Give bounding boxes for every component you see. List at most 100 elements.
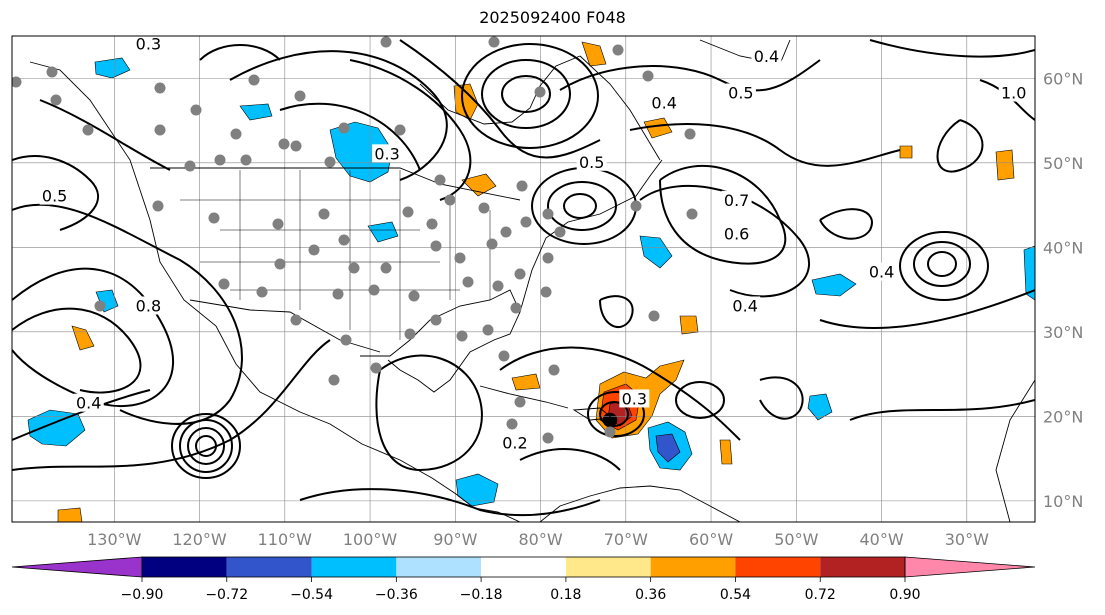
negative-anomaly-region [811,273,857,297]
positive-anomaly-region [719,439,733,465]
contour-label-background [372,144,403,163]
latitude-tick-label: 30°N [1043,323,1083,342]
us-canada-border [150,167,521,201]
hispaniola-coast [572,407,614,421]
contour-line [12,339,331,471]
contour-low-east-atlantic [899,231,989,301]
contour-label: 0.2 [502,433,527,452]
contour-low-nova-scotia [563,193,597,219]
colorbar-swatch [142,557,227,577]
latitude-tick-label: 20°N [1043,407,1083,426]
contour-label-background [725,83,756,102]
negative-anomaly-region [239,103,273,121]
strong-negative-anomaly-region [655,433,681,463]
positive-anomaly-region [995,149,1015,181]
contour-low-east-pacific [187,427,225,465]
contour-label: 0.4 [732,296,757,315]
contour-line [659,164,787,265]
longitude-tick-label: 110°W [258,530,313,549]
positive-anomaly-region [899,145,913,159]
contour-line [629,123,901,167]
contour-line [499,346,741,441]
contour-low-north-atlantic [461,43,599,149]
contour-label-background [751,47,782,66]
contour-line [12,155,100,231]
colorbar-swatch [735,557,821,577]
positive-anomaly-region [511,373,541,391]
colorbar-tick-label: 0.54 [720,587,751,603]
longitude-tick-label: 60°W [689,530,733,549]
contour-label: 0.4 [754,47,779,66]
longitude-tick-label: 30°W [945,530,989,549]
contour-storm [587,391,645,437]
colorbar-tick-label: 0.36 [635,587,666,603]
contour-line [819,208,873,240]
contour-label-background [866,262,897,281]
gulf-of-mexico-coast [360,289,521,393]
longitude-tick-label: 90°W [433,530,477,549]
latitude-labels: 60°N 50°N 40°N 30°N 20°N 10°N [1043,69,1083,511]
map-frame [11,35,1036,523]
positive-anomaly-region [643,117,673,139]
contour-line [936,119,984,173]
contour-label: 0.7 [724,191,749,210]
negative-anomaly-region [329,121,393,183]
colorbar-tick-label: −0.90 [121,587,164,603]
colorbar-swatch [481,557,566,577]
contour-low-east-pacific [179,419,233,473]
longitude-tick-label: 70°W [604,530,648,549]
contour-line [12,307,142,394]
colorbar-tick-label: 0.72 [805,587,836,603]
contour-label-background [721,224,752,243]
colorbar-tick-label: 0.18 [550,587,581,603]
latitude-tick-label: 50°N [1043,154,1083,173]
colorbar-swatch [311,557,397,577]
contour-line [12,267,174,408]
colorbar-outline [141,556,906,578]
contour-line [229,50,448,181]
contour-label: 0.4 [869,263,894,282]
contour-label: 0.4 [651,94,676,113]
contour-label-background [721,190,752,209]
contour-label-background [499,433,530,452]
contour-label: 0.3 [374,144,399,163]
negative-anomaly-region [27,409,86,447]
colorbar-tick-label: −0.54 [290,587,333,603]
state-borders [180,170,491,340]
colorbar-tick-label: 0.90 [889,587,920,603]
latitude-tick-label: 10°N [1043,492,1083,511]
contour-line [639,184,810,298]
positive-anomaly-region [57,507,83,522]
colorbar: −0.90 −0.72 −0.54 −0.36 −0.18 0.18 0.36 0.54 0.7… [11,556,1036,603]
coastlines [29,39,1035,522]
contour-storm [599,401,629,427]
longitude-tick-label: 130°W [87,530,142,549]
colorbar-tick-label: −0.72 [205,587,248,603]
positive-anomaly-region [453,83,479,121]
colorbar-tick-label: −0.18 [460,587,503,603]
west-africa-coast [995,379,1035,522]
contour-line [399,39,601,159]
south-america-north-coast [539,485,741,522]
colorbar-swatch [226,557,312,577]
colorbar-swatch [820,557,905,577]
longitude-labels: 130°W 120°W 110°W 100°W 90°W 80°W 70°W 60°W 50°W… [87,530,989,549]
contour-line [39,99,171,171]
negative-anomaly-region [639,235,673,269]
hudson-bay-coast [419,55,581,125]
colorbar-tick-label: −0.36 [375,587,418,603]
contour-line [279,102,421,171]
contour-line [375,354,483,472]
contour-line [849,399,1035,421]
colorbar-swatch [650,557,736,577]
longitude-tick-label: 80°W [518,530,562,549]
contour-line [819,289,1035,329]
colorbar-swatch [565,557,651,577]
positive-anomaly-region [581,41,607,67]
contour-labels: 0.40.50.41.00.3 0.50.70.60.40.40.30.20.80… [39,36,1029,452]
contour-label-background [73,393,104,412]
colorbar-extend-max [904,556,1036,578]
contour-line [759,376,804,420]
latitude-tick-label: 60°N [1043,69,1083,88]
